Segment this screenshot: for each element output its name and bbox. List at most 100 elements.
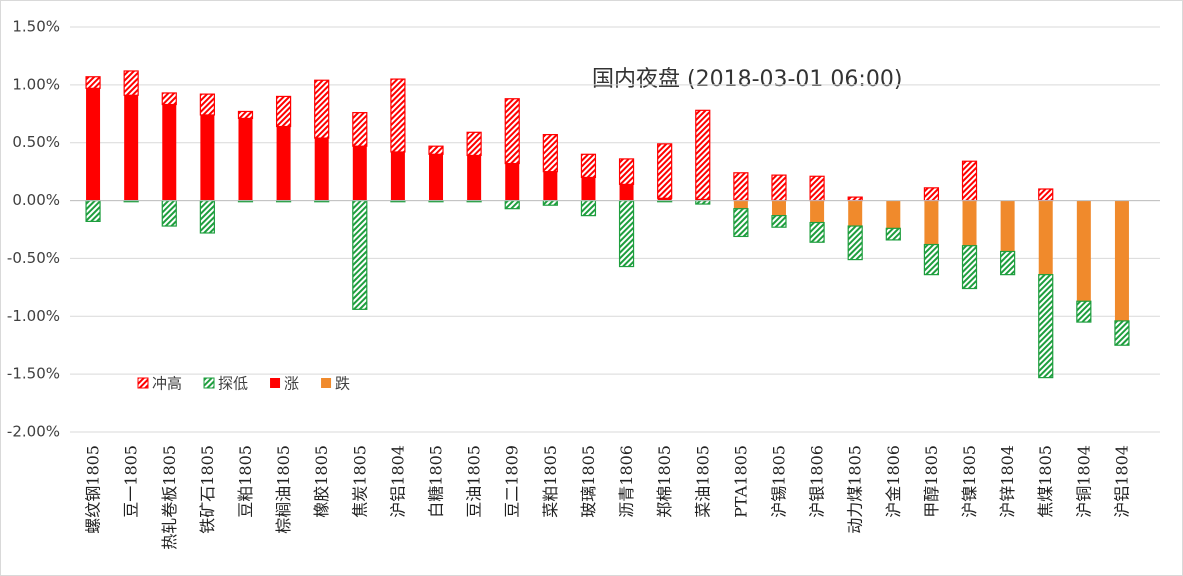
bar-segment [923,243,940,276]
legend-key [321,378,332,388]
y-tick-label: -0.50% [7,249,60,267]
bar-segment [1076,300,1092,323]
bar-segment [848,200,863,227]
bar-segment [886,200,901,229]
x-tick-label: 沪银1806 [808,445,827,518]
x-tick-label: 豆二1809 [503,445,522,518]
bar-segment [237,110,254,120]
legend-key [203,377,215,389]
x-tick-label: 沪铝1804 [388,445,407,518]
x-tick-label: 沪铝1804 [1112,445,1131,518]
x-tick-label: 热轧卷板1805 [160,445,179,550]
bar-segment [390,151,405,201]
bar-segment [657,198,672,201]
x-tick-label: 焦炭1805 [350,445,369,518]
bar-segment [580,199,597,217]
bar-segment [467,155,482,201]
y-tick-label: 1.50% [12,18,60,36]
bar-segment [618,199,635,268]
bar-segment [161,199,177,227]
y-tick-label: -1.50% [7,365,60,383]
bar-segment [1000,200,1015,252]
legend-key [137,377,149,389]
bar-segment [542,134,558,173]
bar-segment [580,153,597,179]
bar-segment [428,145,444,155]
bar-segment [809,221,825,243]
bar-segment [352,199,368,310]
bar-segment [1038,200,1053,275]
bar-segment [1114,200,1129,321]
bar-segment [124,95,139,201]
bar-segment [161,92,177,106]
bar-segment [695,199,711,205]
bar-segment [657,143,673,199]
bar-segment [1038,274,1054,379]
x-tick-label: PTA1805 [731,445,750,518]
bar-segment [542,199,558,206]
y-tick-label: -1.00% [7,307,60,325]
bar-segment [618,158,635,185]
x-tick-label: 棕榈油1805 [274,445,293,534]
bar-segment [466,131,482,157]
bar-segment [276,126,291,201]
bar-segment [847,225,863,261]
bar-segment [885,227,901,241]
bar-segment [771,200,786,216]
x-tick-label: 沪铜1804 [1074,445,1093,518]
bar-segment [923,187,940,202]
bar-segment [847,196,863,202]
x-tick-label: 沥青1806 [617,445,636,518]
y-tick-label: 1.00% [12,75,60,93]
bar-segment [695,109,711,201]
x-tick-label: 沪镍1805 [960,445,979,518]
y-tick-label: 0.00% [12,191,60,209]
bar-segment [619,184,634,201]
x-tick-label: 橡胶1805 [312,445,331,518]
legend-label: 探低 [218,375,248,393]
x-tick-label: 铁矿石1805 [198,445,217,534]
bar-segment [961,160,978,202]
bar-segment [352,146,367,201]
legend-label: 冲高 [152,375,182,393]
bar-segment [809,175,825,202]
bar-segment [771,174,787,202]
x-tick-label: 郑棉1805 [655,445,674,518]
bar-segment [961,245,978,290]
bar-segment [429,154,444,201]
bar-segment [85,76,101,89]
bar-segment [1000,250,1016,276]
bar-segment [86,88,101,201]
x-tick-label: 豆油1805 [465,445,484,518]
bar-segment [352,112,368,147]
bar-segment [505,163,520,201]
bar-segment [733,172,749,202]
bar-segment [85,199,101,222]
bar-segment [199,199,215,234]
bar-segment [314,79,330,139]
bar-segment [314,138,329,201]
bar-segment [962,200,977,246]
bar-segment [504,199,520,210]
x-tick-label: 沪锌1804 [998,445,1017,518]
y-tick-label: 0.50% [12,133,60,151]
bar-segment [200,114,215,201]
bar-segment [581,177,596,201]
x-tick-label: 豆一1805 [122,445,141,518]
legend-key [270,378,281,388]
x-tick-label: 焦煤1805 [1036,445,1055,518]
bar-segment [771,215,787,228]
legend-label: 跌 [335,375,350,393]
x-tick-label: 沪金1806 [884,445,903,518]
y-tick-label: -2.00% [7,423,60,441]
x-tick-label: 菜粕1805 [541,445,560,518]
x-tick-label: 菜油1805 [693,445,712,518]
bar-segment [924,200,939,245]
bar-segment [162,104,177,201]
bar-segment [733,200,748,209]
bar-segment [733,208,749,238]
bar-segment [1038,188,1054,202]
bar-segment [390,78,406,153]
